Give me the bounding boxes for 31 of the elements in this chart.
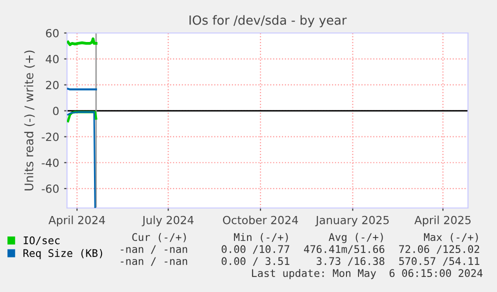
y-tick-label: -60: [42, 184, 59, 193]
text: Avg (-/+): [328, 232, 383, 244]
text: Cur (-/+): [132, 233, 186, 242]
text: Max (-/+): [424, 233, 478, 242]
line-series: [67, 111, 96, 208]
text: 72.06 /125.02: [399, 245, 480, 254]
legend-label: Req Size (KB): [23, 248, 102, 260]
line-series: [67, 110, 98, 122]
y-tick-label: 40: [46, 54, 59, 64]
text: 570.57 /54.11: [399, 257, 480, 266]
y-tick-label: 0: [53, 106, 59, 116]
y-tick-label: -40: [42, 158, 59, 168]
text: 476.41m/51.66: [304, 245, 384, 254]
y-tick-label: 60: [46, 28, 59, 38]
x-tick-label: July 2024: [142, 216, 194, 226]
x-tick-label: January 2025: [315, 216, 389, 226]
text: 0.00 /10.77: [222, 245, 290, 254]
legend-label: IO/sec: [24, 236, 60, 246]
y-axis-title: Units read (-) / write (+): [24, 50, 35, 190]
text: -nan / -nan: [120, 257, 188, 266]
x-tick-label: April 2025: [414, 216, 471, 226]
x-tick-label: April 2024: [48, 216, 106, 226]
x-tick-label: October 2024: [222, 216, 298, 224]
text: -nan / -nan: [120, 245, 188, 254]
text: 0.00 / 3.51: [222, 257, 290, 266]
text: Min (-/+): [234, 232, 288, 242]
y-tick-label: 20: [46, 80, 59, 90]
chart-title: IOs for /dev/sda - by year: [190, 15, 347, 28]
text: 3.73 /16.38: [316, 257, 384, 266]
text: Last update: Mon May 6 06:15:00 2024: [252, 268, 483, 280]
y-tick-label: -20: [42, 132, 59, 142]
